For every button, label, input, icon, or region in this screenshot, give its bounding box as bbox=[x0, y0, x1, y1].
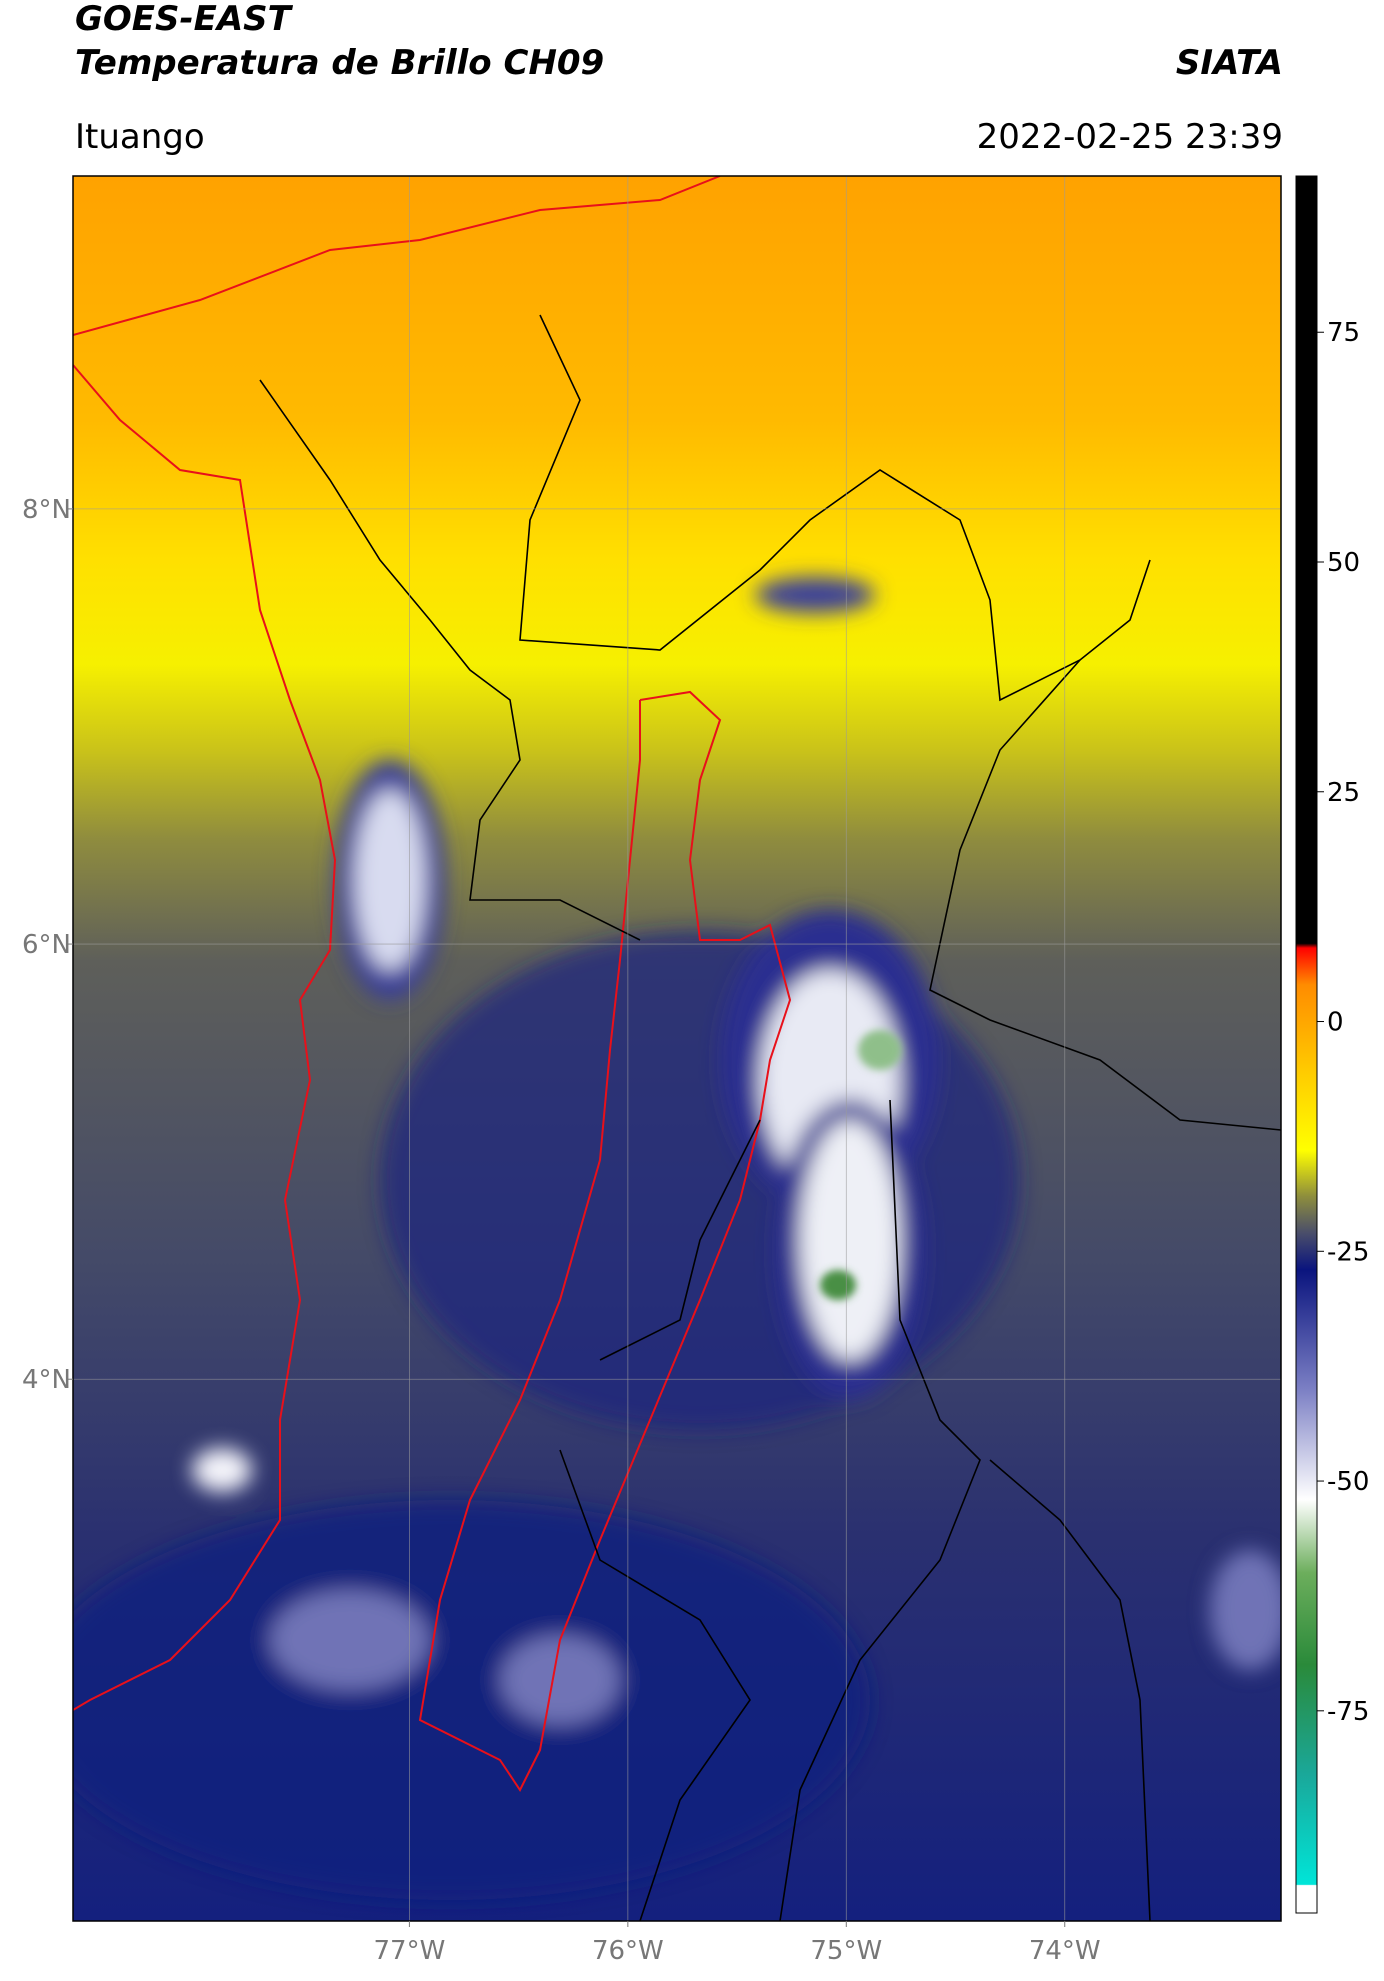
datetime: 2022-02-25 23:39 bbox=[977, 117, 1283, 157]
colorbar bbox=[1295, 175, 1318, 1914]
colorbar-tick-label: 75 bbox=[1327, 318, 1360, 348]
coldest-cores bbox=[820, 1030, 902, 1300]
colorbar-tick-label: -25 bbox=[1327, 1237, 1369, 1267]
basin-outline bbox=[418, 690, 792, 1792]
x-tick-label: 77°W bbox=[374, 1936, 446, 1966]
map bbox=[73, 176, 1281, 1921]
colorbar-tick-label: 25 bbox=[1327, 778, 1360, 808]
colorbar-tick-label: 50 bbox=[1327, 548, 1360, 578]
admin-borders bbox=[259, 314, 1281, 1921]
colorbar-tick-label: -75 bbox=[1327, 1697, 1369, 1727]
colorbar-tick-label: -50 bbox=[1327, 1467, 1369, 1497]
x-tick-label: 74°W bbox=[1029, 1936, 1101, 1966]
location: Ituango bbox=[75, 117, 205, 157]
map-frame bbox=[72, 175, 1282, 1922]
x-tick-label: 76°W bbox=[592, 1936, 664, 1966]
title: GOES-EAST bbox=[75, 0, 294, 39]
source: SIATA bbox=[1176, 43, 1283, 83]
cloud-tops bbox=[73, 577, 1281, 1900]
y-tick-label: 4°N bbox=[22, 1365, 71, 1395]
subtitle: Temperatura de Brillo CH09 bbox=[75, 43, 604, 83]
coastline bbox=[73, 176, 721, 336]
y-tick-label: 6°N bbox=[22, 930, 71, 960]
colorbar-tick-label: 0 bbox=[1327, 1008, 1344, 1038]
coastline bbox=[73, 364, 337, 1711]
y-tick-label: 8°N bbox=[22, 495, 71, 525]
x-tick-label: 75°W bbox=[810, 1936, 882, 1966]
